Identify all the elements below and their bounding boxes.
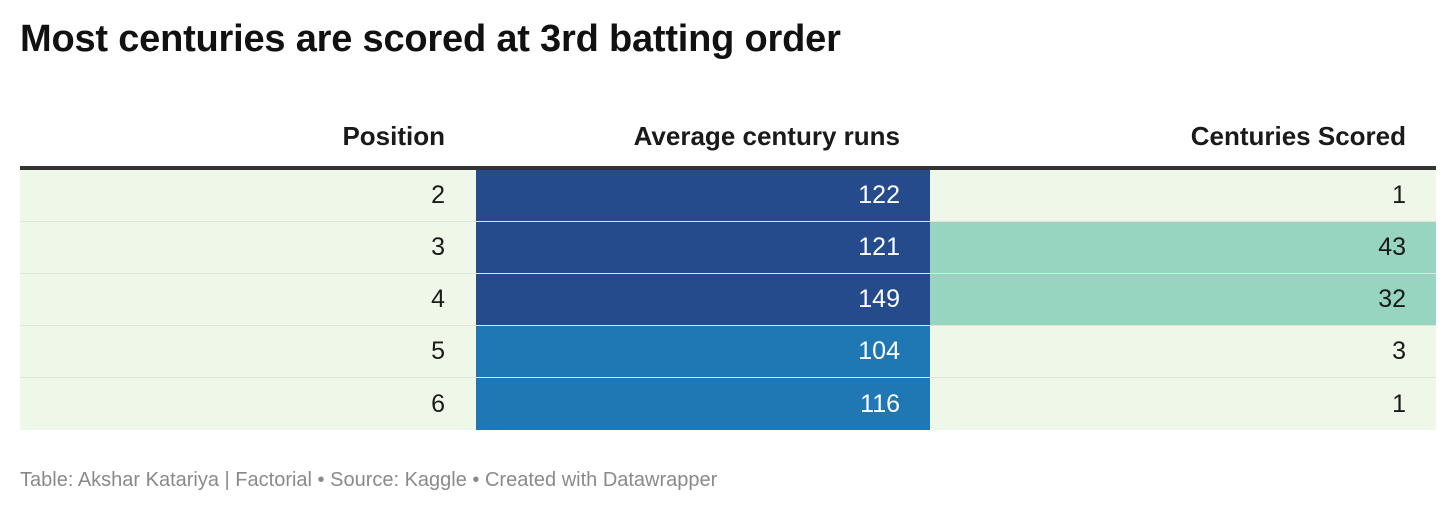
table-row: 2 122 1 (20, 170, 1436, 222)
cell-position: 2 (20, 170, 476, 221)
cell-average-century-runs: 116 (476, 378, 930, 430)
column-header-average-century-runs[interactable]: Average century runs (633, 120, 900, 151)
table-header-row: Position Average century runs Centuries … (20, 106, 1436, 170)
cell-centuries-scored: 3 (930, 326, 1436, 377)
column-header-position[interactable]: Position (342, 120, 445, 151)
table-row: 5 104 3 (20, 326, 1436, 378)
cell-centuries-scored: 1 (930, 378, 1436, 430)
table-body: 2 122 1 3 121 43 4 149 32 5 104 3 6 116 … (20, 170, 1436, 430)
footer-credit: Table: Akshar Katariya | Factorial • Sou… (20, 469, 718, 491)
cell-average-century-runs: 149 (476, 274, 930, 325)
data-table: Position Average century runs Centuries … (20, 106, 1436, 430)
table-row: 3 121 43 (20, 222, 1436, 274)
cell-position: 3 (20, 222, 476, 273)
cell-centuries-scored: 1 (930, 170, 1436, 221)
cell-position: 6 (20, 378, 476, 430)
cell-average-century-runs: 121 (476, 222, 930, 273)
cell-centuries-scored: 32 (930, 274, 1436, 325)
cell-position: 4 (20, 274, 476, 325)
table-row: 6 116 1 (20, 378, 1436, 430)
table-row: 4 149 32 (20, 274, 1436, 326)
cell-average-century-runs: 104 (476, 326, 930, 377)
chart-title: Most centuries are scored at 3rd batting… (20, 18, 841, 60)
cell-centuries-scored: 43 (930, 222, 1436, 273)
cell-position: 5 (20, 326, 476, 377)
cell-average-century-runs: 122 (476, 170, 930, 221)
column-header-centuries-scored[interactable]: Centuries Scored (1190, 120, 1406, 151)
